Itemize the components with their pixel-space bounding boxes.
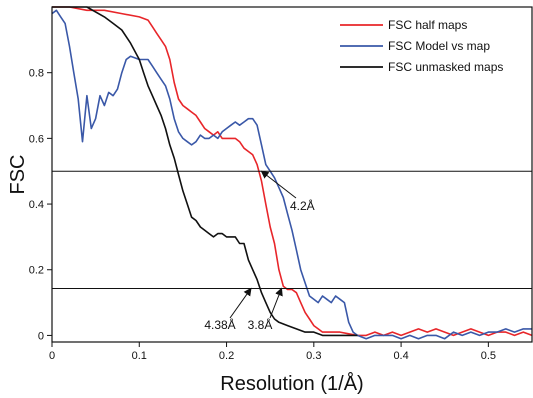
legend-label-2: FSC Model vs map — [388, 39, 490, 53]
series-line-2 — [51, 9, 532, 340]
x-tick-label: 0.5 — [481, 350, 496, 362]
annotation-arrow-3 — [229, 287, 252, 319]
series-line-3 — [52, 6, 358, 337]
y-axis-label: FSC — [7, 155, 29, 195]
annotation-label-1: 4.2Å — [290, 198, 315, 213]
y-tick-label: 0.2 — [29, 265, 44, 277]
annotations: 4.2Å 3.8Å 4.38Å — [204, 170, 315, 332]
annotation-label-3: 4.38Å — [204, 317, 235, 332]
legend-label-3: FSC unmasked maps — [388, 60, 503, 74]
threshold-lines — [52, 170, 532, 289]
series-line-1 — [52, 6, 533, 337]
x-tick-label: 0 — [49, 350, 55, 362]
annotation-label-2: 3.8Å — [248, 317, 273, 332]
annotation-arrow-1 — [260, 170, 297, 199]
legend-label-1: FSC half maps — [388, 18, 467, 32]
plot-frame — [51, 6, 533, 343]
x-axis-label: Resolution (1/Å) — [220, 372, 363, 395]
y-tick-label: 0.8 — [29, 68, 44, 80]
y-tick-label: 0 — [38, 330, 44, 342]
y-tick-label: 0.6 — [29, 133, 44, 145]
x-tick-label: 0.1 — [132, 350, 147, 362]
y-tick-label: 0.4 — [29, 199, 44, 211]
x-tick-label: 0.3 — [306, 350, 321, 362]
x-tick-label: 0.2 — [219, 350, 234, 362]
x-tick-label: 0.4 — [393, 350, 408, 362]
legend: FSC half maps FSC Model vs map FSC unmaske… — [340, 18, 503, 74]
annotation-arrow-2 — [269, 287, 283, 319]
series-curves — [51, 6, 533, 340]
axes: 0 0.1 0.2 0.3 0.4 0.5 0 0.2 0.4 0.6 0.8 — [29, 6, 533, 362]
